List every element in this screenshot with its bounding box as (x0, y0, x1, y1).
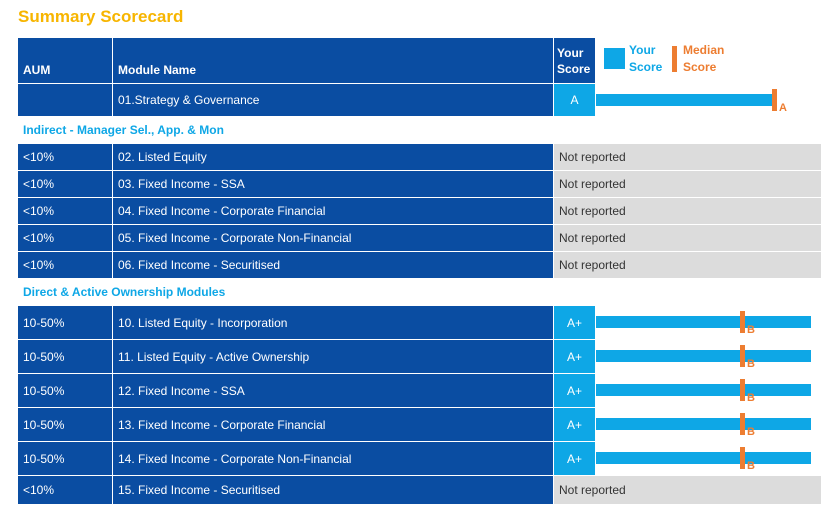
your-score-bar (596, 350, 811, 362)
section-header: Indirect - Manager Sel., App. & Mon (18, 117, 821, 144)
score-bar-cell: B (596, 408, 821, 442)
module-name-cell[interactable]: 01.Strategy & Governance (113, 84, 554, 117)
your-score-cell: A+ (554, 340, 596, 374)
module-name-cell[interactable]: 10. Listed Equity - Incorporation (113, 306, 554, 340)
legend-your-score-label: Your Score (629, 43, 663, 74)
score-bar-cell: B (596, 340, 821, 374)
your-score-cell: A+ (554, 408, 596, 442)
aum-cell (18, 84, 113, 117)
your-score-swatch (604, 48, 625, 69)
status-not-reported: Not reported (554, 225, 821, 252)
aum-cell: <10% (18, 225, 113, 252)
module-name-cell[interactable]: 13. Fixed Income - Corporate Financial (113, 408, 554, 442)
header-your-score: Your Score (554, 38, 596, 84)
median-grade-label: B (747, 460, 755, 472)
score-bar-cell: B (596, 306, 821, 340)
module-name-cell[interactable]: 15. Fixed Income - Securitised (113, 476, 554, 505)
your-score-bar (596, 418, 811, 430)
aum-cell: <10% (18, 476, 113, 505)
status-not-reported: Not reported (554, 144, 821, 171)
status-not-reported: Not reported (554, 198, 821, 225)
median-score-marker (740, 447, 745, 469)
aum-cell: <10% (18, 144, 113, 171)
median-grade-label: B (747, 324, 755, 336)
median-grade-label: B (747, 358, 755, 370)
aum-cell: 10-50% (18, 340, 113, 374)
module-name-cell[interactable]: 05. Fixed Income - Corporate Non-Financi… (113, 225, 554, 252)
legend-median-score-label: Median Score (683, 43, 725, 74)
median-score-marker (740, 413, 745, 435)
your-score-cell: A+ (554, 306, 596, 340)
aum-cell: <10% (18, 171, 113, 198)
module-name-cell[interactable]: 03. Fixed Income - SSA (113, 171, 554, 198)
your-score-cell: A+ (554, 374, 596, 408)
median-score-marker (740, 345, 745, 367)
median-score-marker (772, 89, 777, 111)
your-score-cell: A (554, 84, 596, 117)
score-bar-cell: B (596, 442, 821, 476)
module-name-cell[interactable]: 12. Fixed Income - SSA (113, 374, 554, 408)
median-grade-label: B (747, 392, 755, 404)
section-header: Direct & Active Ownership Modules (18, 279, 821, 306)
your-score-bar (596, 452, 811, 464)
your-score-cell: A+ (554, 442, 596, 476)
header-aum: AUM (18, 38, 113, 84)
score-legend: Your Score Median Score (596, 38, 821, 84)
score-bar-cell: B (596, 374, 821, 408)
module-name-cell[interactable]: 11. Listed Equity - Active Ownership (113, 340, 554, 374)
median-grade-label: B (747, 426, 755, 438)
your-score-bar (596, 94, 772, 106)
module-name-cell[interactable]: 04. Fixed Income - Corporate Financial (113, 198, 554, 225)
module-name-cell[interactable]: 06. Fixed Income - Securitised (113, 252, 554, 279)
module-name-cell[interactable]: 02. Listed Equity (113, 144, 554, 171)
status-not-reported: Not reported (554, 252, 821, 279)
aum-cell: <10% (18, 252, 113, 279)
header-module-name: Module Name (113, 38, 554, 84)
your-score-bar (596, 316, 811, 328)
median-score-swatch (672, 46, 677, 72)
score-bar-cell: A (596, 84, 821, 117)
your-score-bar (596, 384, 811, 396)
aum-cell: 10-50% (18, 306, 113, 340)
aum-cell: <10% (18, 198, 113, 225)
median-score-marker (740, 311, 745, 333)
median-grade-label: A (779, 102, 787, 114)
module-name-cell[interactable]: 14. Fixed Income - Corporate Non-Financi… (113, 442, 554, 476)
status-not-reported: Not reported (554, 171, 821, 198)
aum-cell: 10-50% (18, 442, 113, 476)
page-title: Summary Scorecard (18, 7, 184, 26)
median-score-marker (740, 379, 745, 401)
aum-cell: 10-50% (18, 408, 113, 442)
status-not-reported: Not reported (554, 476, 821, 505)
scorecard-table: AUM Module Name Your Score Your Score Me… (18, 38, 821, 505)
aum-cell: 10-50% (18, 374, 113, 408)
